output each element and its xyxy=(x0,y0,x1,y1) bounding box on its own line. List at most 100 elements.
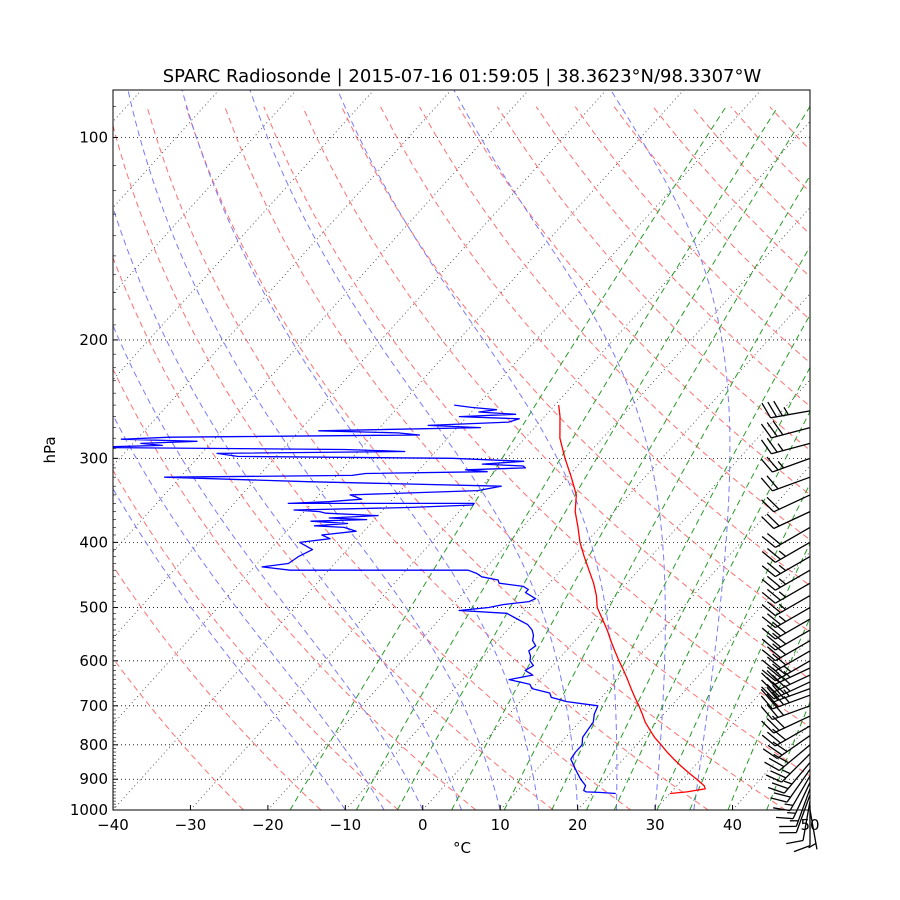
wind-barb-feather xyxy=(766,646,781,659)
wind-barb-feather xyxy=(766,496,780,510)
wind-barb-staff xyxy=(792,782,811,819)
y-tick-label: 500 xyxy=(79,599,108,617)
wind-barb xyxy=(760,701,811,721)
wind-barb-staff xyxy=(775,595,811,617)
wind-barb-feather xyxy=(761,536,776,548)
wind-barb-half-feather xyxy=(777,443,784,451)
x-tick-label: 30 xyxy=(646,816,665,834)
wind-barb-feather xyxy=(766,456,779,471)
wind-barb-feather xyxy=(768,757,785,768)
y-tick-label: 100 xyxy=(79,128,108,146)
wind-barb xyxy=(761,595,811,617)
wind-barb-feather xyxy=(766,635,781,648)
wind-barb-half-feather xyxy=(778,578,787,585)
wind-barb-feather xyxy=(761,402,772,419)
wind-barb-feather xyxy=(761,499,775,513)
moist-adiabat-line xyxy=(127,90,501,810)
wind-barb-staff xyxy=(776,735,811,760)
wind-barb-feather xyxy=(772,643,787,656)
isotherm-line xyxy=(422,379,810,810)
wind-barb-staff xyxy=(783,762,811,794)
wind-barb-feather xyxy=(760,477,773,492)
wind-barb-half-feather xyxy=(783,407,789,416)
wind-barb-feather xyxy=(764,761,780,772)
x-tick-label: 0 xyxy=(418,816,428,834)
wind-barb-staff xyxy=(773,681,811,700)
dry-adiabat-line xyxy=(113,256,554,810)
wind-barb-feather xyxy=(767,744,783,756)
wind-barb-staff xyxy=(775,618,811,640)
wind-barb-staff xyxy=(795,788,811,827)
wind-barb-staff xyxy=(773,715,811,734)
wind-barb-staff xyxy=(772,476,811,492)
x-tick-label: −20 xyxy=(252,816,284,834)
wind-barb-feather xyxy=(772,691,785,706)
wind-barb-feather xyxy=(761,720,775,734)
wind-barb-feather xyxy=(766,731,781,744)
x-tick-label: −30 xyxy=(175,816,207,834)
pressure-gridlines xyxy=(113,137,810,810)
wind-barb xyxy=(770,768,811,803)
wind-barb-staff xyxy=(775,606,811,629)
wind-barb-staff xyxy=(772,688,811,703)
wind-barb-feather xyxy=(761,616,776,629)
wind-barb-feather xyxy=(770,770,787,779)
y-tick-label: 700 xyxy=(79,697,108,715)
wind-barb-feather xyxy=(771,782,789,790)
wind-barb-feather xyxy=(773,400,783,417)
wind-barb-staff xyxy=(775,582,811,604)
x-tick-label: 40 xyxy=(723,816,742,834)
wind-barb xyxy=(761,541,811,563)
wind-barb-half-feather xyxy=(782,769,791,775)
wind-barb-feather xyxy=(766,588,781,601)
wind-barb-feather xyxy=(766,656,781,669)
dry-adiabat-line xyxy=(146,106,709,810)
y-tick-label: 1000 xyxy=(70,801,108,819)
dewpoint-profile-line xyxy=(113,404,616,795)
wind-barb-staff xyxy=(781,753,811,783)
wind-barb-feather xyxy=(765,774,782,783)
y-tick-label: 300 xyxy=(79,449,108,467)
wind-barb-staff xyxy=(775,541,811,563)
wind-barb-half-feather xyxy=(778,603,787,611)
wind-barb-staff xyxy=(786,768,811,803)
isotherm-line xyxy=(190,121,810,810)
wind-barb-half-feather xyxy=(778,564,787,572)
dry-adiabat-line xyxy=(185,106,786,810)
wind-barb-feather xyxy=(762,748,778,760)
wind-barb-feather xyxy=(761,591,776,604)
wind-barb xyxy=(779,794,811,834)
x-tick-label: 20 xyxy=(568,816,587,834)
wind-barb xyxy=(764,744,811,772)
wind-barb-staff xyxy=(772,694,811,710)
dry-adiabat-line xyxy=(113,368,477,810)
wind-barb-staff xyxy=(773,511,811,530)
wind-barb-half-feather xyxy=(787,811,796,814)
wind-barb-feather xyxy=(772,741,788,753)
dry-adiabat-line xyxy=(224,106,810,777)
wind-barb xyxy=(760,475,811,492)
wind-barb-staff xyxy=(775,660,811,682)
wind-barb xyxy=(762,735,811,760)
wind-barb-feather xyxy=(786,839,804,845)
wind-barb-feather xyxy=(766,601,781,614)
wind-barb-feather xyxy=(766,704,779,718)
wind-barb-feather xyxy=(761,672,775,686)
x-tick-label: 50 xyxy=(800,816,819,834)
mixing-ratio-line xyxy=(551,313,810,810)
wind-barb-feather xyxy=(766,548,781,560)
wind-barb-staff xyxy=(773,667,811,686)
wind-barb-feather xyxy=(766,513,780,527)
wind-barb xyxy=(761,725,811,747)
wind-barb-feather xyxy=(761,551,776,563)
wind-barb-staff xyxy=(775,640,811,662)
wind-barb-feather xyxy=(773,753,789,764)
wind-barb-feather xyxy=(766,475,779,490)
wind-barb-half-feather xyxy=(778,615,787,623)
wind-barb-feather xyxy=(766,437,778,453)
moist-adiabat-line xyxy=(113,413,385,810)
y-axis-label: hPa xyxy=(41,436,59,463)
mixing-ratio-line xyxy=(656,482,810,810)
wind-barb-feather xyxy=(761,638,776,651)
